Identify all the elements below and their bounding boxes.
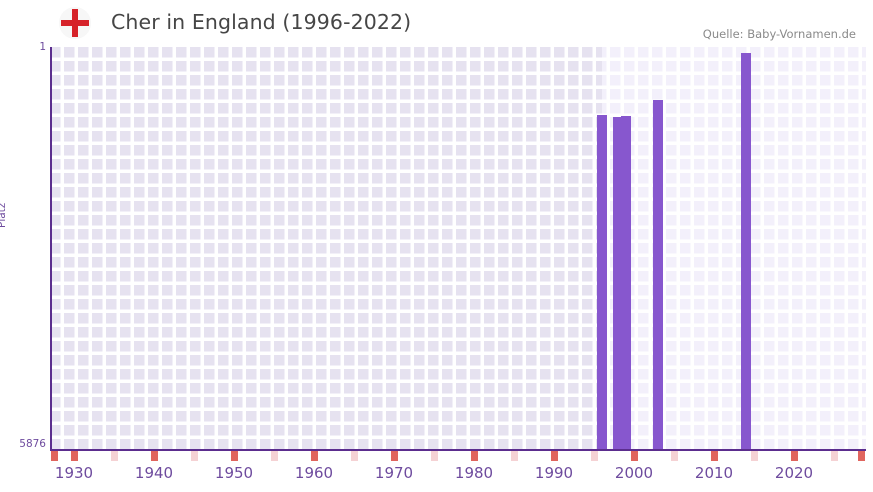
x-tick-minor-1935 <box>110 451 118 461</box>
x-tick-major-1930 <box>70 451 78 461</box>
x-tick-label-1950: 1950 <box>214 464 254 482</box>
x-tick-label-1980: 1980 <box>454 464 494 482</box>
x-tick-major-2010 <box>710 451 718 461</box>
x-tick-minor-1945 <box>190 451 198 461</box>
x-tick-label-2000: 2000 <box>614 464 654 482</box>
page-title: Cher in England (1996-2022) <box>111 10 412 34</box>
x-tick-minor-1985 <box>510 451 518 461</box>
x-tick-edge-start <box>51 451 59 461</box>
y-axis-line <box>50 47 52 451</box>
x-tick-label-1940: 1940 <box>134 464 174 482</box>
bar-2003[interactable] <box>653 100 663 450</box>
source-attribution: Quelle: Baby-Vornamen.de <box>702 27 856 41</box>
x-tick-major-1980 <box>470 451 478 461</box>
bar-1998[interactable] <box>613 117 623 450</box>
x-tick-label-1960: 1960 <box>294 464 334 482</box>
x-tick-minor-2015 <box>750 451 758 461</box>
x-axis-line <box>50 449 866 451</box>
x-tick-minor-2025 <box>830 451 838 461</box>
x-tick-label-1970: 1970 <box>374 464 414 482</box>
x-tick-label-1930: 1930 <box>54 464 94 482</box>
horizontal-gridlines <box>50 47 866 450</box>
x-tick-major-1940 <box>150 451 158 461</box>
bar-2014[interactable] <box>741 53 751 450</box>
x-tick-minor-1955 <box>270 451 278 461</box>
x-tick-label-2020: 2020 <box>774 464 814 482</box>
x-tick-label-2010: 2010 <box>694 464 734 482</box>
x-tick-major-1960 <box>310 451 318 461</box>
x-tick-minor-1965 <box>350 451 358 461</box>
bar-1999[interactable] <box>621 116 631 450</box>
y-axis-title: Platz <box>0 202 8 228</box>
chart-header: Cher in England (1996-2022) Quelle: Baby… <box>0 0 873 47</box>
x-tick-major-1970 <box>390 451 398 461</box>
y-tick-label-5876: 5876 <box>19 438 46 450</box>
x-tick-major-1950 <box>230 451 238 461</box>
x-tick-minor-2005 <box>670 451 678 461</box>
x-tick-major-1990 <box>550 451 558 461</box>
x-tick-minor-1995 <box>590 451 598 461</box>
x-tick-edge-end <box>857 451 865 461</box>
y-tick-label-1: 1 <box>39 41 46 53</box>
england-flag-icon <box>59 7 91 39</box>
x-tick-major-2000 <box>630 451 638 461</box>
x-tick-minor-1975 <box>430 451 438 461</box>
x-tick-major-2020 <box>790 451 798 461</box>
x-tick-label-1990: 1990 <box>534 464 574 482</box>
plot-area <box>50 47 866 450</box>
bar-1996[interactable] <box>597 115 607 450</box>
